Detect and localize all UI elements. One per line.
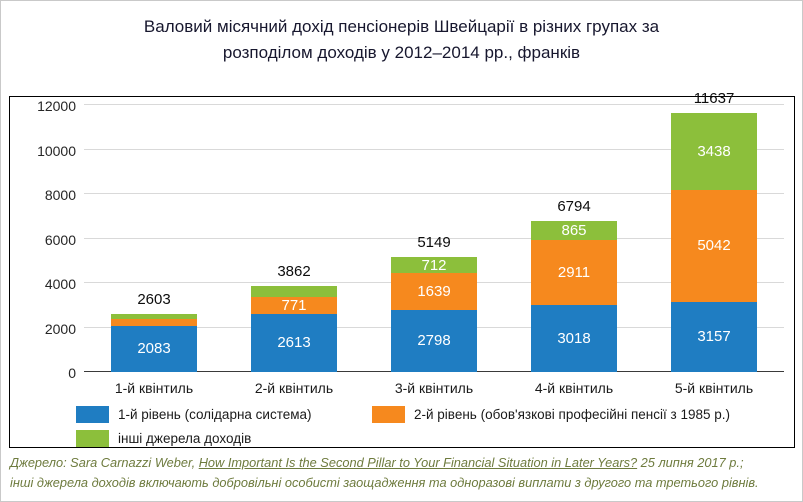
y-tick-label: 4000 [44,276,76,292]
gridline [84,237,784,239]
x-tick-label: 3-й квінтиль [394,380,474,396]
bar-segment: 1639 [391,273,477,310]
segment-value-label: 771 [281,296,307,314]
segment-value-label: 2083 [137,340,171,358]
segment-value-label: 1639 [417,283,451,301]
x-axis-labels: 1-й квінтиль 2-й квінтиль 3-й квінтиль 4-й … [84,380,784,396]
bar-segment: 5042 [671,189,757,302]
legend-row: інші джерела доходів [76,430,788,447]
source-line2: інші джерела доходів включають добровіль… [10,475,759,491]
legend-item: 2-й рівень (обов'язкові професійні пенсі… [372,406,730,423]
legend-item: 1-й рівень (солідарна система) [76,406,372,423]
plot-frame: 0 2000 4000 6000 8000 10000 12000 2083 2603 2613 7… [9,90,795,448]
bar-total-label: 3862 [277,263,311,281]
segment-value-label: 2911 [557,263,591,281]
bar-stack: 2083 [111,314,197,372]
chart-title-line2: розподілом доходів у 2012–2014 рр., фран… [222,43,581,63]
bar-segment: 2613 [251,313,337,372]
bar-segment: 2798 [391,309,477,372]
bar-total-label: 5149 [417,234,451,252]
legend-label: 2-й рівень (обов'язкові професійні пенсі… [414,407,730,422]
y-tick-label: 6000 [44,231,76,248]
legend-swatch [372,406,405,423]
source-note: Джерело: Sara Carnazzi Weber, How Import… [10,453,798,494]
segment-value-label: 865 [561,221,587,239]
gridline [84,104,784,105]
bar-total-label: 6794 [557,197,591,215]
bar-column: 2083 2603 [84,105,224,372]
bar-segment [111,318,197,326]
bar-total-label: 11637 [693,90,735,108]
legend-item: інші джерела доходів [76,430,251,447]
segment-value-label: 5042 [697,237,731,255]
bar-total-label: 2603 [137,291,171,309]
bar-segment: 2911 [531,240,617,305]
bar-segment: 865 [531,220,617,241]
x-tick-label: 1-й квінтиль [114,380,194,396]
bar-segment: 712 [391,256,477,274]
segment-value-label: 2613 [277,334,311,352]
y-tick-label: 8000 [44,187,76,203]
bar-segment: 3438 [671,113,757,190]
bar-stack: 2613 771 [251,286,337,372]
legend-row: 1-й рівень (солідарна система) 2-й рівень… [76,406,788,423]
y-tick-label: 0 [68,365,76,381]
source-line1: Джерело: Sara Carnazzi Weber, How Import… [10,453,798,473]
bar-stack: 3018 2911 865 [531,220,617,372]
legend-label: 1-й рівень (солідарна система) [118,407,312,422]
segment-value-label: 2798 [417,332,451,350]
gridline [84,193,784,194]
source-work-title: How Important Is the Second Pillar to Yo… [198,455,638,470]
bar-column: 2613 771 3862 [224,105,364,372]
y-tick-label: 10000 [37,142,76,159]
bar-segment: 3018 [531,304,617,372]
bars-container: 2083 2603 2613 771 3862 2798 1639 712 5149 3018 29… [84,90,784,372]
bar-segment [111,314,197,319]
bar-column: 3018 2911 865 6794 [504,105,644,372]
bar-column: 3157 5042 3438 11637 [644,90,784,372]
plot-area: 0 2000 4000 6000 8000 10000 12000 2083 2603 2613 7… [37,90,784,381]
bar-segment: 771 [251,296,337,314]
legend-swatch [76,406,109,423]
bar-segment [251,286,337,297]
legend: 1-й рівень (солідарна система) 2-й рівень… [76,406,788,454]
segment-value-label: 3438 [697,142,731,160]
bar-stack: 2798 1639 712 [391,257,477,372]
bar-segment: 3157 [671,301,757,372]
chart-title: Валовий місячний дохід пенсіонерів Швейц… [1,14,802,67]
segment-value-label: 712 [421,256,447,274]
x-tick-label: 2-й квінтиль [254,380,334,396]
bar-stack: 3157 5042 3438 [671,113,757,372]
source-date: 25 липня 2017 р.; [637,455,744,470]
x-tick-label: 5-й квінтиль [674,380,754,396]
legend-swatch [76,430,109,447]
x-tick-label: 4-й квінтиль [534,380,614,396]
segment-value-label: 3018 [557,329,591,347]
bar-segment: 2083 [111,325,197,372]
legend-label: інші джерела доходів [118,431,252,446]
source-prefix: Джерело: Sara Carnazzi Weber, [10,455,199,470]
y-tick-label: 12000 [37,98,76,114]
bar-column: 2798 1639 712 5149 [364,105,504,372]
chart-title-line1: Валовий місячний дохід пенсіонерів Швейц… [143,17,660,36]
gridline [84,148,784,150]
segment-value-label: 3157 [697,328,731,346]
y-tick-label: 2000 [44,320,76,337]
